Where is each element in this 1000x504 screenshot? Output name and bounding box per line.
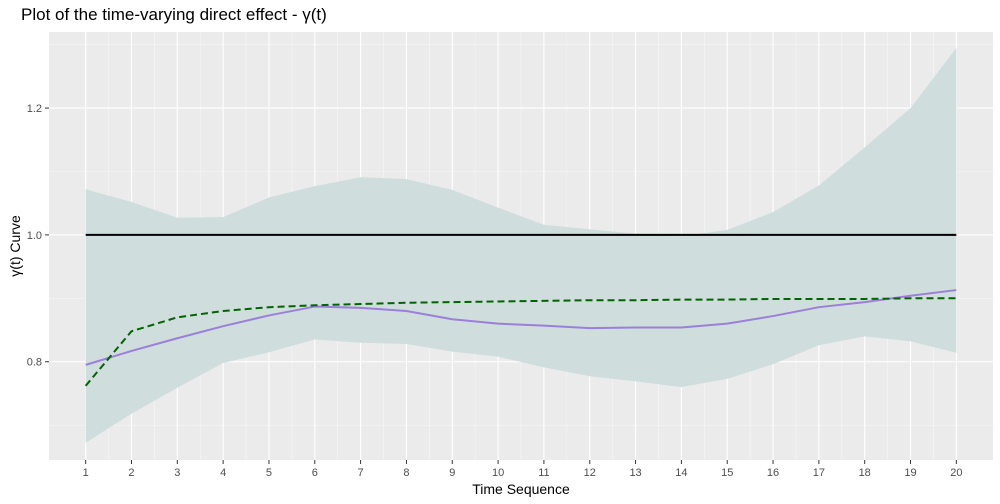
- x-tick-label: 19: [904, 467, 916, 479]
- x-tick-label: 11: [538, 467, 549, 479]
- x-tick-label: 1: [83, 467, 89, 479]
- x-axis-title: Time Sequence: [472, 481, 570, 497]
- x-tick-label: 7: [358, 467, 364, 479]
- y-axis-title: γ(t) Curve: [7, 215, 23, 277]
- x-tick-label: 8: [403, 467, 409, 479]
- y-axis: 0.8 1.0 1.2: [27, 103, 49, 369]
- x-tick-label: 14: [675, 467, 687, 479]
- x-tick-label: 12: [584, 467, 596, 479]
- series-line-2: [85, 289, 957, 366]
- x-tick-label: 18: [859, 467, 871, 479]
- x-tick-label: 9: [449, 467, 455, 479]
- chart-title: Plot of the time-varying direct effect -…: [21, 5, 327, 24]
- confidence-band: [85, 47, 957, 443]
- y-tick-label: 1.2: [27, 103, 42, 115]
- x-tick-label: 15: [721, 467, 733, 479]
- x-tick-label: 6: [312, 467, 318, 479]
- x-tick-label: 17: [813, 467, 825, 479]
- x-tick-label: 4: [220, 467, 226, 479]
- x-tick-label: 16: [767, 467, 779, 479]
- x-tick-label: 10: [492, 467, 504, 479]
- x-tick-label: 2: [128, 467, 134, 479]
- series-line-3: [84, 297, 957, 387]
- x-tick-label: 13: [629, 467, 641, 479]
- x-tick-label: 20: [950, 467, 962, 479]
- x-tick-label: 3: [174, 467, 180, 479]
- series-group: [84, 233, 957, 387]
- y-tick-label: 1.0: [27, 230, 42, 242]
- y-tick-label: 0.8: [27, 357, 42, 369]
- x-tick-label: 5: [266, 467, 272, 479]
- x-axis: 1 2 3 4 5 6 7 8 9 10 11 12 13 14 15 16 17 18 19 20: [83, 460, 962, 479]
